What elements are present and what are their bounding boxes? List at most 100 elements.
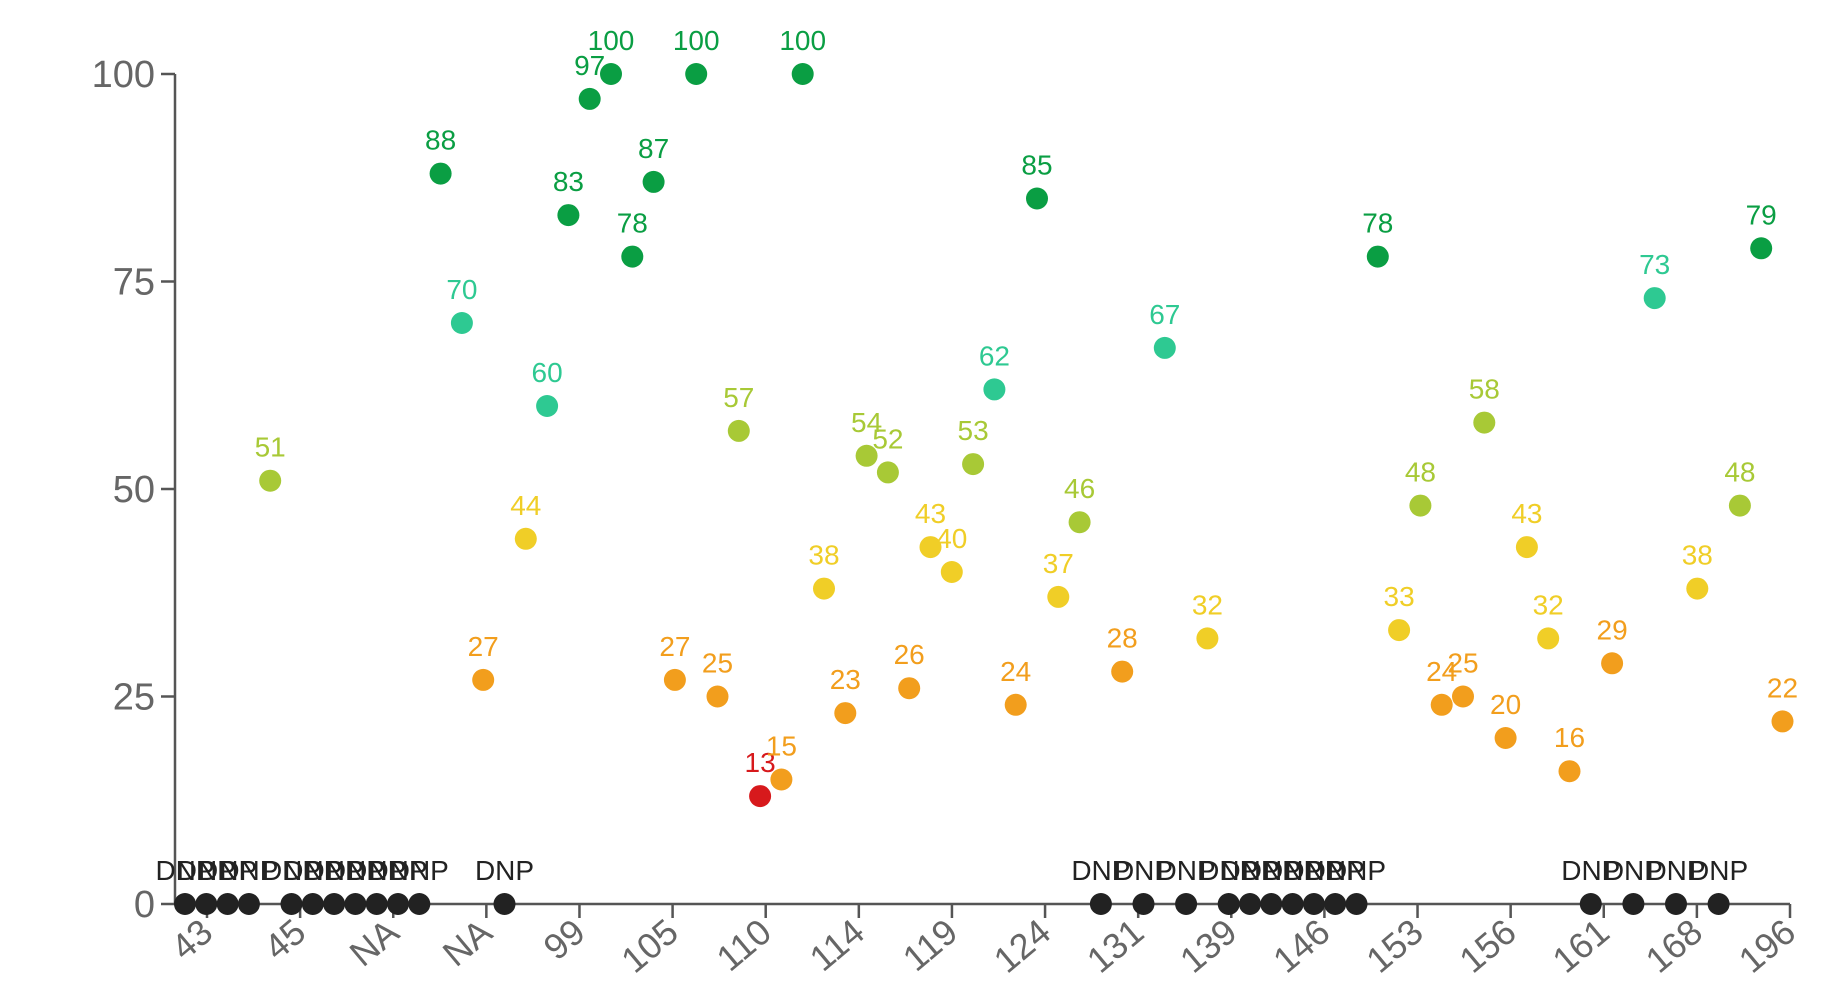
dnp-label: DNP [1242,855,1301,886]
dnp-point [195,893,218,915]
data-label: 78 [1362,208,1393,239]
x-tick-label: 105 [613,911,685,981]
x-tick-label: 99 [536,911,593,968]
dnp-label: DNP [1199,855,1258,886]
dnp-point [408,893,431,915]
data-point [429,162,452,185]
y-tick-label: 100 [92,54,155,96]
data-point [259,469,282,492]
data-label: 24 [1426,656,1457,687]
dnp-label: DNP [198,855,257,886]
dnp-point [1281,893,1304,915]
dnp-label: DNP [475,855,534,886]
data-label: 22 [1767,672,1798,703]
data-label: 85 [1021,150,1052,181]
dnp-label: DNP [326,855,385,886]
x-tick-label: NA [342,911,407,975]
data-label: 52 [872,423,903,454]
data-points: DNPDNPDNPDNP51DNPDNPDNPDNPDNPDNPDNP88702… [155,25,1798,915]
data-point [1366,245,1389,268]
x-tick-label: 161 [1545,911,1617,981]
x-tick-label: 146 [1265,911,1337,981]
data-point [600,63,622,85]
data-point [940,561,963,583]
data-point [1750,237,1773,260]
data-point [578,87,601,110]
data-label: 79 [1746,199,1777,230]
data-label: 24 [1000,656,1031,687]
dnp-label: DNP [347,855,406,886]
data-point [983,378,1006,401]
data-point [1068,511,1091,534]
dnp-point [493,893,516,915]
data-point [1686,577,1709,600]
data-label: 58 [1469,374,1500,405]
y-tick-label: 50 [113,469,155,511]
dnp-label: DNP [1306,855,1365,886]
data-label: 70 [446,274,477,305]
data-point [770,768,793,791]
data-point [919,536,942,559]
data-label: 87 [638,133,669,164]
data-point [1452,685,1474,708]
dnp-label: DNP [262,855,321,886]
data-point [876,461,899,484]
dnp-point [1217,893,1240,915]
dnp-point [344,893,367,915]
dnp-label: DNP [219,855,278,886]
data-point [727,419,750,442]
dnp-point [301,893,324,915]
dnp-label: DNP [1157,855,1216,886]
data-point [1111,660,1134,683]
data-point [1430,693,1453,716]
data-label: 46 [1064,473,1095,504]
x-tick-label: 110 [709,911,779,979]
data-label: 44 [510,490,541,521]
dnp-point [237,893,260,915]
data-point [621,245,644,268]
data-point [898,677,921,700]
x-tick-label: 156 [1451,911,1523,981]
dnp-point [1579,893,1602,915]
x-tick-label: 43 [163,911,220,968]
data-point [663,668,686,691]
data-point [557,204,580,227]
dnp-point [1622,893,1645,915]
x-tick-label: 168 [1638,911,1710,981]
data-point [1771,710,1794,733]
x-tick-label: NA [435,911,500,975]
data-label: 27 [468,631,499,662]
data-label: 51 [255,432,286,463]
data-point [962,453,985,476]
data-label: 100 [588,25,635,56]
x-tick-label: 131 [1079,911,1151,981]
data-label: 60 [532,357,563,388]
data-label: 32 [1533,589,1564,620]
dnp-point [365,893,388,915]
data-label: 97 [574,50,605,81]
data-label: 16 [1554,722,1585,753]
dnp-point [1665,893,1687,915]
axes: 0 25 50 75 100 43 45 NA NA 99 105 110 114 119 124 131 13… [92,54,1804,981]
dnp-point [1175,893,1198,915]
dnp-label: DNP [177,855,236,886]
dnp-label: DNP [1646,855,1705,886]
data-label: 32 [1192,589,1223,620]
data-label: 48 [1405,457,1436,488]
data-point [450,312,473,334]
y-tick-label: 25 [113,677,155,719]
data-label: 40 [936,523,967,554]
dnp-label: DNP [1114,855,1173,886]
x-tick-label: 196 [1731,911,1803,981]
x-tick-label: 139 [1172,911,1244,981]
data-label: 53 [958,415,989,446]
data-label: 67 [1149,299,1180,330]
data-label: 25 [1447,648,1478,679]
dnp-label: DNP [155,855,214,886]
data-label: 20 [1490,689,1521,720]
data-point [1728,494,1751,517]
data-point [1601,652,1624,675]
dnp-label: DNP [1220,855,1279,886]
x-tick-label: 119 [895,911,965,979]
data-point [1558,760,1581,783]
